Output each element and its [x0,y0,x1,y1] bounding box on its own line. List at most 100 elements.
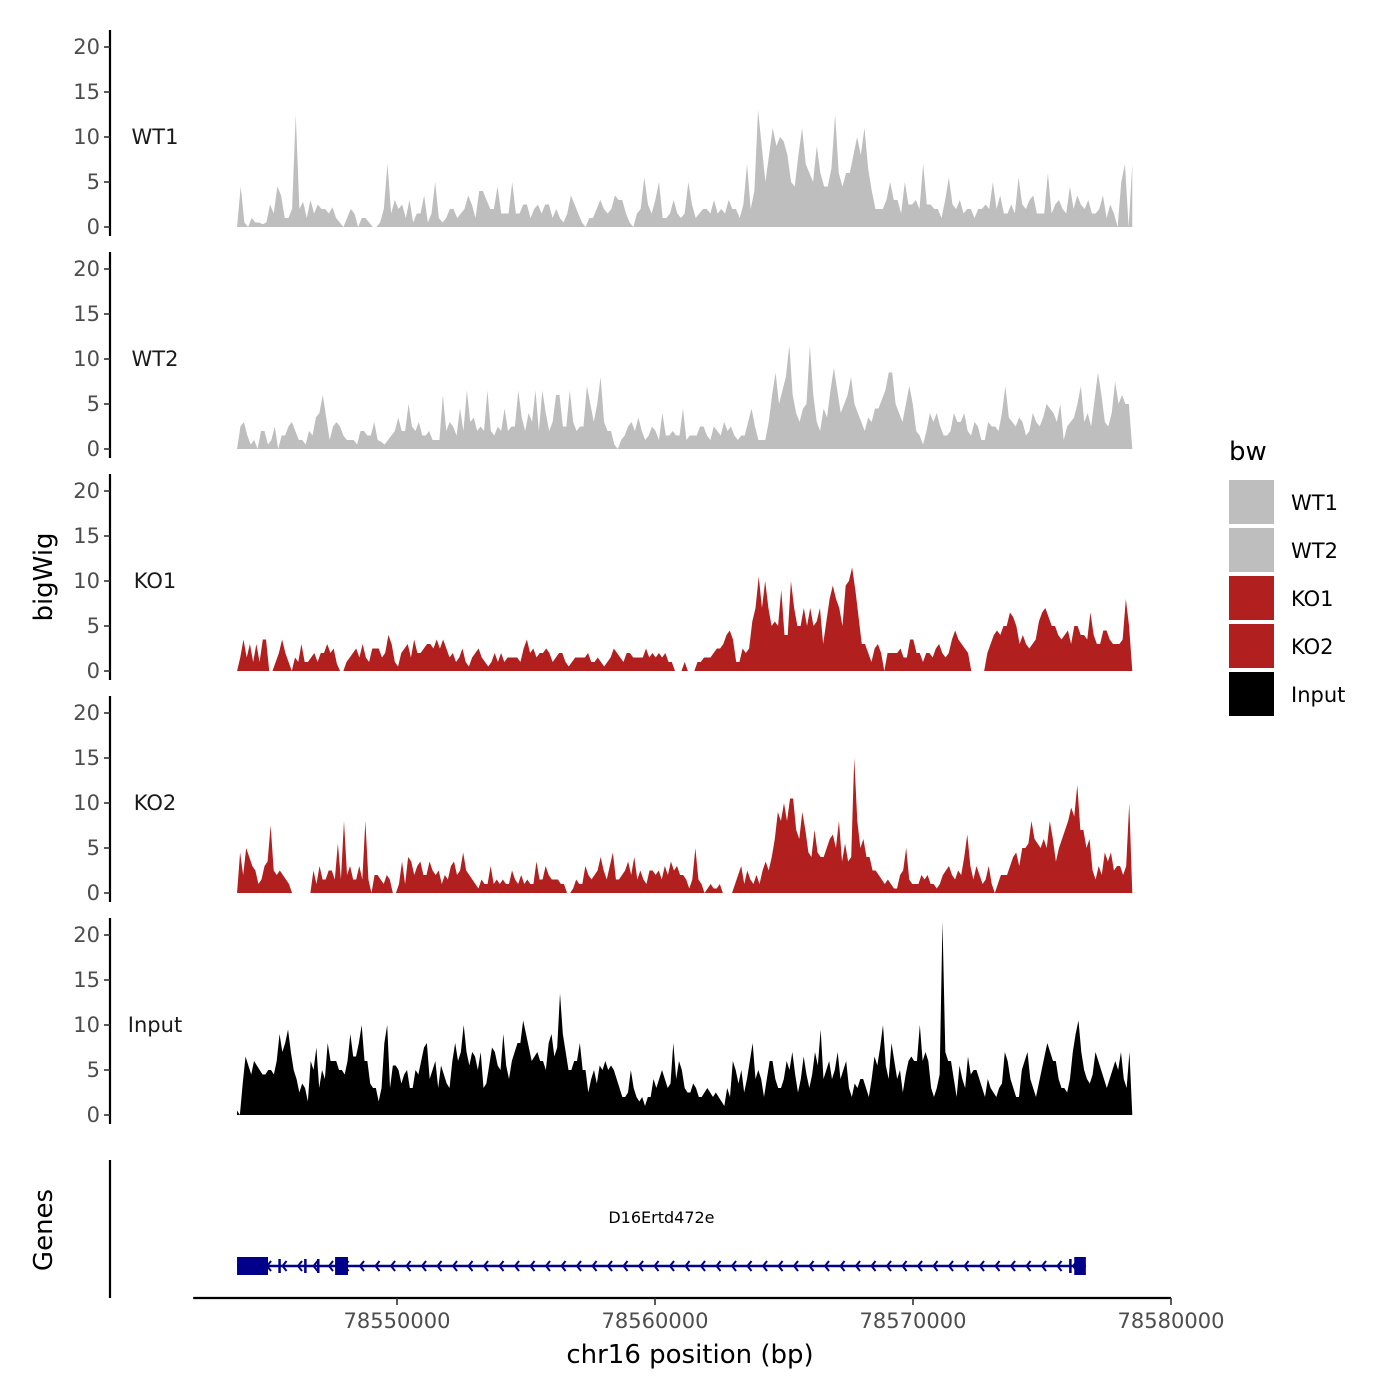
legend-swatch-wt1 [1229,480,1274,524]
y-tick-label: 10 [73,791,100,815]
strand-arrow [777,1260,784,1272]
legend-label-ko1: KO1 [1291,587,1334,611]
track-ko1: 0 5 10 15 20 KO1 [73,474,1133,683]
strand-arrow [405,1260,412,1272]
strand-arrow [761,1260,768,1272]
strand-arrow [668,1260,675,1272]
legend-label-ko2: KO2 [1291,635,1334,659]
y-tick-label: 10 [73,1013,100,1037]
y-tick-label: 5 [87,170,100,194]
strand-arrow [730,1260,737,1272]
strand-arrow [994,1260,1001,1272]
strand-arrow [932,1260,939,1272]
legend-swatch-ko2 [1229,624,1274,668]
y-tick-label: 10 [73,347,100,371]
exon [1074,1257,1086,1275]
track-ko2: 0 5 10 15 20 KO2 [73,696,1133,905]
exon [278,1259,281,1273]
gene-panel: D16Ertd472e [108,1160,1086,1298]
y-tick-label: 10 [73,569,100,593]
y-tick-label: 0 [87,437,100,461]
x-tick-label: 78550000 [344,1309,451,1333]
signal-area [237,345,1133,449]
y-tick-label: 5 [87,836,100,860]
legend-title: bw [1229,437,1267,467]
strand-arrow [513,1260,520,1272]
strand-arrow [575,1260,582,1272]
strand-arrow [420,1260,427,1272]
strand-arrow [823,1260,830,1272]
exon [335,1257,348,1275]
track-wt1: 0 5 10 15 20 WT1 [73,30,1133,239]
strand-arrow [296,1260,303,1272]
strand-arrow [451,1260,458,1272]
strand-arrow [978,1260,985,1272]
strand-arrow [281,1260,288,1272]
strand-arrow [653,1260,660,1272]
strand-arrow [746,1260,753,1272]
strand-arrow [637,1260,644,1272]
strand-arrow [1056,1260,1063,1272]
tracks-layer: 0 5 10 15 20 WT1 0 5 10 15 20 WT2 0 5 10 15 20 KO1 0 5 10 15 2… [73,30,1133,1127]
track-input: 0 5 10 15 20 Input [73,918,1133,1127]
y-tick-label: 15 [73,80,100,104]
strand-arrow [436,1260,443,1272]
exon [317,1259,320,1273]
gene-name-label: D16Ertd472e [608,1208,714,1227]
y-tick-label: 0 [87,659,100,683]
y-tick-label: 15 [73,302,100,326]
strand-arrow [467,1260,474,1272]
strand-arrow [854,1260,861,1272]
y-tick-label: 15 [73,968,100,992]
track-label: KO2 [134,791,177,815]
y-tick-label: 0 [87,1103,100,1127]
strand-arrow [715,1260,722,1272]
y-tick-label: 0 [87,215,100,239]
strand-arrow [947,1260,954,1272]
strand-arrow [901,1260,908,1272]
track-wt2: 0 5 10 15 20 WT2 [73,252,1133,461]
strand-arrow [699,1260,706,1272]
legend-swatch-wt2 [1229,528,1274,572]
y-tick-label: 20 [73,923,100,947]
strand-arrow [1025,1260,1032,1272]
x-axis-title: chr16 position (bp) [566,1340,813,1370]
strand-arrow [916,1260,923,1272]
track-label: WT2 [132,347,179,371]
y-tick-label: 20 [73,479,100,503]
x-tick-label: 78570000 [860,1309,967,1333]
strand-arrow [529,1260,536,1272]
legend-swatch-ko1 [1229,576,1274,620]
exon [304,1259,307,1273]
legend-swatch-input [1229,672,1274,716]
y-tick-label: 15 [73,524,100,548]
x-tick-label: 78560000 [602,1309,709,1333]
strand-arrow [839,1260,846,1272]
legend-label-input: Input [1291,683,1345,707]
strand-arrow [358,1260,365,1272]
gene-panel-title: Genes [29,1189,59,1271]
y-tick-label: 20 [73,35,100,59]
exon [237,1257,268,1275]
legend: bw WT1 WT2 KO1 KO2 Input [1229,437,1345,716]
strand-arrow [622,1260,629,1272]
y-tick-label: 20 [73,701,100,725]
exon [1069,1259,1072,1273]
legend-label-wt2: WT2 [1291,539,1338,563]
track-label: KO1 [134,569,177,593]
strand-arrow [606,1260,613,1272]
strand-arrow [870,1260,877,1272]
track-label: WT1 [132,125,179,149]
strand-arrow [1040,1260,1047,1272]
strand-arrow [963,1260,970,1272]
strand-arrow [482,1260,489,1272]
y-tick-label: 0 [87,881,100,905]
strand-arrow [498,1260,505,1272]
strand-arrow [1009,1260,1016,1272]
y-tick-label: 10 [73,125,100,149]
strand-arrow [792,1260,799,1272]
y-tick-label: 5 [87,1058,100,1082]
strand-arrow [591,1260,598,1272]
strand-arrow [312,1260,319,1272]
